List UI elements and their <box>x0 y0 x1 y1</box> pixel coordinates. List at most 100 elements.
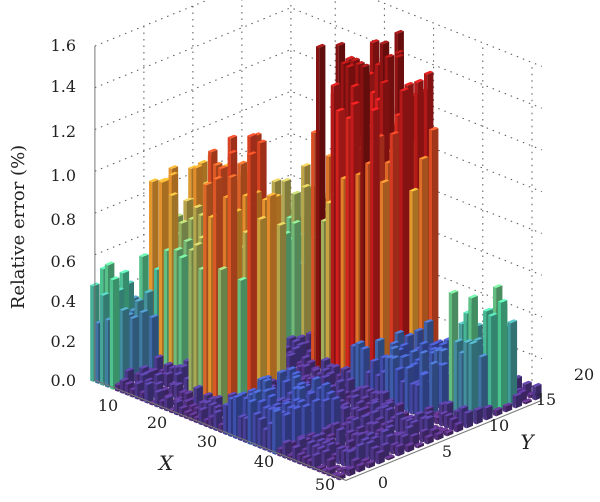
bar-side-face <box>491 313 498 415</box>
bar-front-face <box>326 459 330 469</box>
bar <box>301 403 312 443</box>
bar-top-face <box>139 371 149 376</box>
bar-top-face <box>154 388 164 393</box>
bar-top-face <box>173 364 184 368</box>
bar-top-face <box>311 443 321 448</box>
bar-top-face <box>213 161 223 166</box>
bar-top-face <box>331 471 341 476</box>
y-axis-label: Y <box>520 430 535 454</box>
bar-top-face <box>321 426 331 430</box>
bar-top-face <box>144 381 154 385</box>
bar-top-face <box>419 340 429 345</box>
bar-top-face <box>419 349 429 354</box>
bar-top-face <box>429 360 439 365</box>
bar-top-face <box>193 384 203 389</box>
bar-top-face <box>267 406 277 410</box>
bar-top-face <box>414 78 424 83</box>
bar <box>507 319 518 407</box>
bar-top-face <box>193 204 203 209</box>
bar-front-face <box>198 268 202 402</box>
bar-top-face <box>321 439 331 444</box>
bar-side-face <box>432 128 439 367</box>
bar-front-face <box>129 317 133 382</box>
bar-top-face <box>379 179 390 184</box>
bar-top-face <box>124 367 134 372</box>
bar-top-face <box>414 442 424 446</box>
bar-top-face <box>291 385 302 390</box>
bar-front-face <box>424 436 428 445</box>
bar-top-face <box>355 407 365 412</box>
bar-top-face <box>227 134 238 139</box>
bar-top-face <box>439 401 449 405</box>
bar-front-face <box>355 342 359 393</box>
bar-top-face <box>399 416 410 420</box>
bar-side-face <box>471 341 478 423</box>
bar-side-face <box>314 399 321 439</box>
bar-top-face <box>291 444 302 449</box>
bar-front-face <box>223 404 227 436</box>
bar-top-face <box>404 442 415 447</box>
bar-side-face <box>378 450 385 465</box>
bar-top-face <box>291 397 302 402</box>
bar-top-face <box>286 404 297 409</box>
bar-side-face <box>442 363 449 411</box>
bar-top-face <box>326 466 336 471</box>
bar-top-face <box>355 431 366 436</box>
bar-front-face <box>154 391 158 408</box>
bar-front-face <box>267 423 271 453</box>
bar-top-face <box>478 353 488 358</box>
bar-top-face <box>365 440 375 444</box>
bar-top-face <box>429 341 439 346</box>
bar-front-face <box>119 380 123 394</box>
bar-top-face <box>183 238 193 242</box>
bar-top-face <box>429 427 439 431</box>
bar-top-face <box>370 409 380 414</box>
bar-front-face <box>360 66 364 387</box>
bar-top-face <box>321 397 331 402</box>
bar-top-face <box>345 55 355 60</box>
bar-top-face <box>385 454 395 459</box>
bar-top-face <box>517 389 527 394</box>
bar-top-face <box>183 197 193 202</box>
bar <box>497 298 508 411</box>
bar-top-face <box>316 464 326 469</box>
bar-top-face <box>439 410 449 415</box>
bar-top-face <box>444 412 454 417</box>
bar-top-face <box>394 411 405 416</box>
bar <box>218 266 228 410</box>
z-tick-label: 1.2 <box>51 122 76 141</box>
bar-front-face <box>385 457 389 461</box>
bar-top-face <box>291 338 301 343</box>
bar-top-face <box>355 425 366 429</box>
bar-side-face <box>240 278 247 402</box>
bar-front-face <box>429 363 433 415</box>
bar-front-face <box>296 454 300 465</box>
bar-top-face <box>375 449 385 454</box>
bar-top-face <box>276 221 287 226</box>
bar-top-face <box>360 436 371 441</box>
bar-top-face <box>385 406 395 411</box>
bar-top-face <box>389 340 400 345</box>
bar-top-face <box>154 371 164 376</box>
bar-front-face <box>409 190 413 375</box>
bar-front-face <box>434 416 438 425</box>
bar-top-face <box>247 387 257 392</box>
bar-top-face <box>257 139 267 144</box>
bar-top-face <box>404 417 415 422</box>
bar-front-face <box>394 368 398 409</box>
bar-front-face <box>493 409 497 417</box>
bar-top-face <box>178 404 189 409</box>
bar-top-face <box>291 405 302 410</box>
bar-top-face <box>385 424 395 429</box>
bar-top-face <box>379 40 390 45</box>
bar-top-face <box>168 171 179 176</box>
bar-top-face <box>271 178 282 183</box>
bar-front-face <box>173 249 177 376</box>
bar <box>139 309 149 378</box>
bar-front-face <box>507 321 511 407</box>
bar-front-face <box>198 409 202 426</box>
bar-top-face <box>355 462 366 467</box>
bar-top-face <box>296 385 307 390</box>
bar <box>389 131 400 383</box>
bar-top-face <box>424 415 434 419</box>
